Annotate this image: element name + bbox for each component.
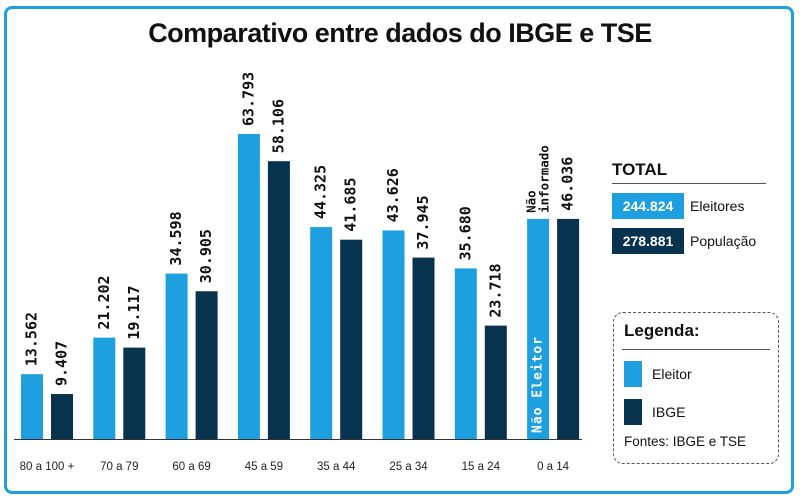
annotation-nao-informado-2: informado — [537, 145, 552, 213]
bar-ibge-25-a-34 — [412, 257, 435, 439]
x-tick-label-0-a-14: 0 a 14 — [537, 461, 570, 473]
total-row-eleitores: 244.824 Eleitores — [612, 193, 766, 219]
value-label-ibge-25-a-34: 37.945 — [414, 195, 432, 249]
legend-label-eleitor: Eleitor — [652, 366, 692, 382]
value-label-ibge-35-a-44: 41.685 — [342, 178, 360, 232]
x-tick-label-80-a-100: 80 a 100 + — [20, 461, 75, 473]
bar-eleitor-15-a-24 — [454, 268, 477, 439]
value-label-ibge-15-a-24: 23.718 — [486, 263, 504, 317]
annotation-nao-informado-1: Não — [524, 190, 539, 213]
total-row-populacao: 278.881 População — [612, 228, 766, 254]
value-label-eleitor-45-a-59: 63.793 — [239, 72, 257, 126]
x-tick-label-60-a-69: 60 a 69 — [172, 461, 210, 473]
legend-source: Fontes: IBGE e TSE — [624, 434, 747, 449]
bar-ibge-0-a-14 — [557, 218, 580, 439]
value-label-ibge-0-a-14: 46.036 — [559, 157, 577, 211]
legend-divider — [622, 349, 770, 350]
legend-item-ibge: IBGE — [624, 399, 685, 425]
legend-swatch-ibge — [624, 399, 642, 425]
value-label-ibge-80-a-100: 9.407 — [53, 341, 71, 386]
bar-eleitor-60-a-69 — [165, 273, 188, 439]
bar-ibge-45-a-59 — [267, 161, 290, 439]
bar-ibge-60-a-69 — [195, 291, 218, 439]
bar-eleitor-0-a-14 — [527, 218, 550, 439]
x-tick-label-35-a-44: 35 a 44 — [317, 461, 356, 473]
legend-item-eleitor: Eleitor — [624, 361, 692, 387]
bar-eleitor-70-a-79 — [93, 337, 116, 439]
bar-ibge-15-a-24 — [484, 325, 507, 439]
value-label-ibge-70-a-79: 19.117 — [125, 285, 143, 339]
total-eleitores-label: Eleitores — [690, 198, 745, 214]
bar-eleitor-45-a-59 — [237, 134, 260, 439]
legend-swatch-eleitor — [624, 361, 642, 387]
bar-eleitor-25-a-34 — [382, 230, 405, 439]
x-tick-label-25-a-34: 25 a 34 — [389, 461, 428, 473]
legend: Legenda: Eleitor IBGE Fontes: IBGE e TSE — [613, 312, 779, 464]
value-label-eleitor-25-a-34: 43.626 — [384, 168, 402, 222]
bar-ibge-35-a-44 — [340, 239, 363, 439]
value-label-eleitor-35-a-44: 44.325 — [312, 165, 330, 219]
legend-label-ibge: IBGE — [652, 404, 686, 420]
bar-ibge-70-a-79 — [123, 347, 146, 439]
value-label-eleitor-80-a-100: 13.562 — [23, 312, 41, 366]
x-tick-label-15-a-24: 15 a 24 — [462, 461, 501, 473]
bar-eleitor-80-a-100 — [21, 374, 43, 439]
x-tick-label-45-a-59: 45 a 59 — [245, 461, 283, 473]
value-label-ibge-60-a-69: 30.905 — [197, 229, 215, 283]
bar-inner-label-nao-eleitor: Não Eleitor — [531, 336, 546, 433]
value-label-eleitor-70-a-79: 21.202 — [95, 275, 113, 329]
total-eleitores-value: 244.824 — [612, 193, 684, 219]
value-label-eleitor-60-a-69: 34.598 — [167, 211, 185, 265]
value-label-ibge-45-a-59: 58.106 — [269, 99, 287, 153]
total-populacao-label: População — [690, 233, 757, 249]
total-block: TOTAL 244.824 Eleitores 278.881 Populaçã… — [612, 160, 766, 254]
chart-title: Comparativo entre dados do IBGE e TSE — [148, 18, 652, 48]
bar-eleitor-35-a-44 — [310, 227, 333, 439]
total-title: TOTAL — [612, 160, 766, 184]
legend-title: Legenda: — [624, 321, 700, 340]
x-tick-label-70-a-79: 70 a 79 — [100, 461, 138, 473]
total-populacao-value: 278.881 — [612, 228, 684, 254]
bar-ibge-80-a-100 — [51, 394, 73, 439]
value-label-eleitor-15-a-24: 35.680 — [456, 206, 474, 260]
